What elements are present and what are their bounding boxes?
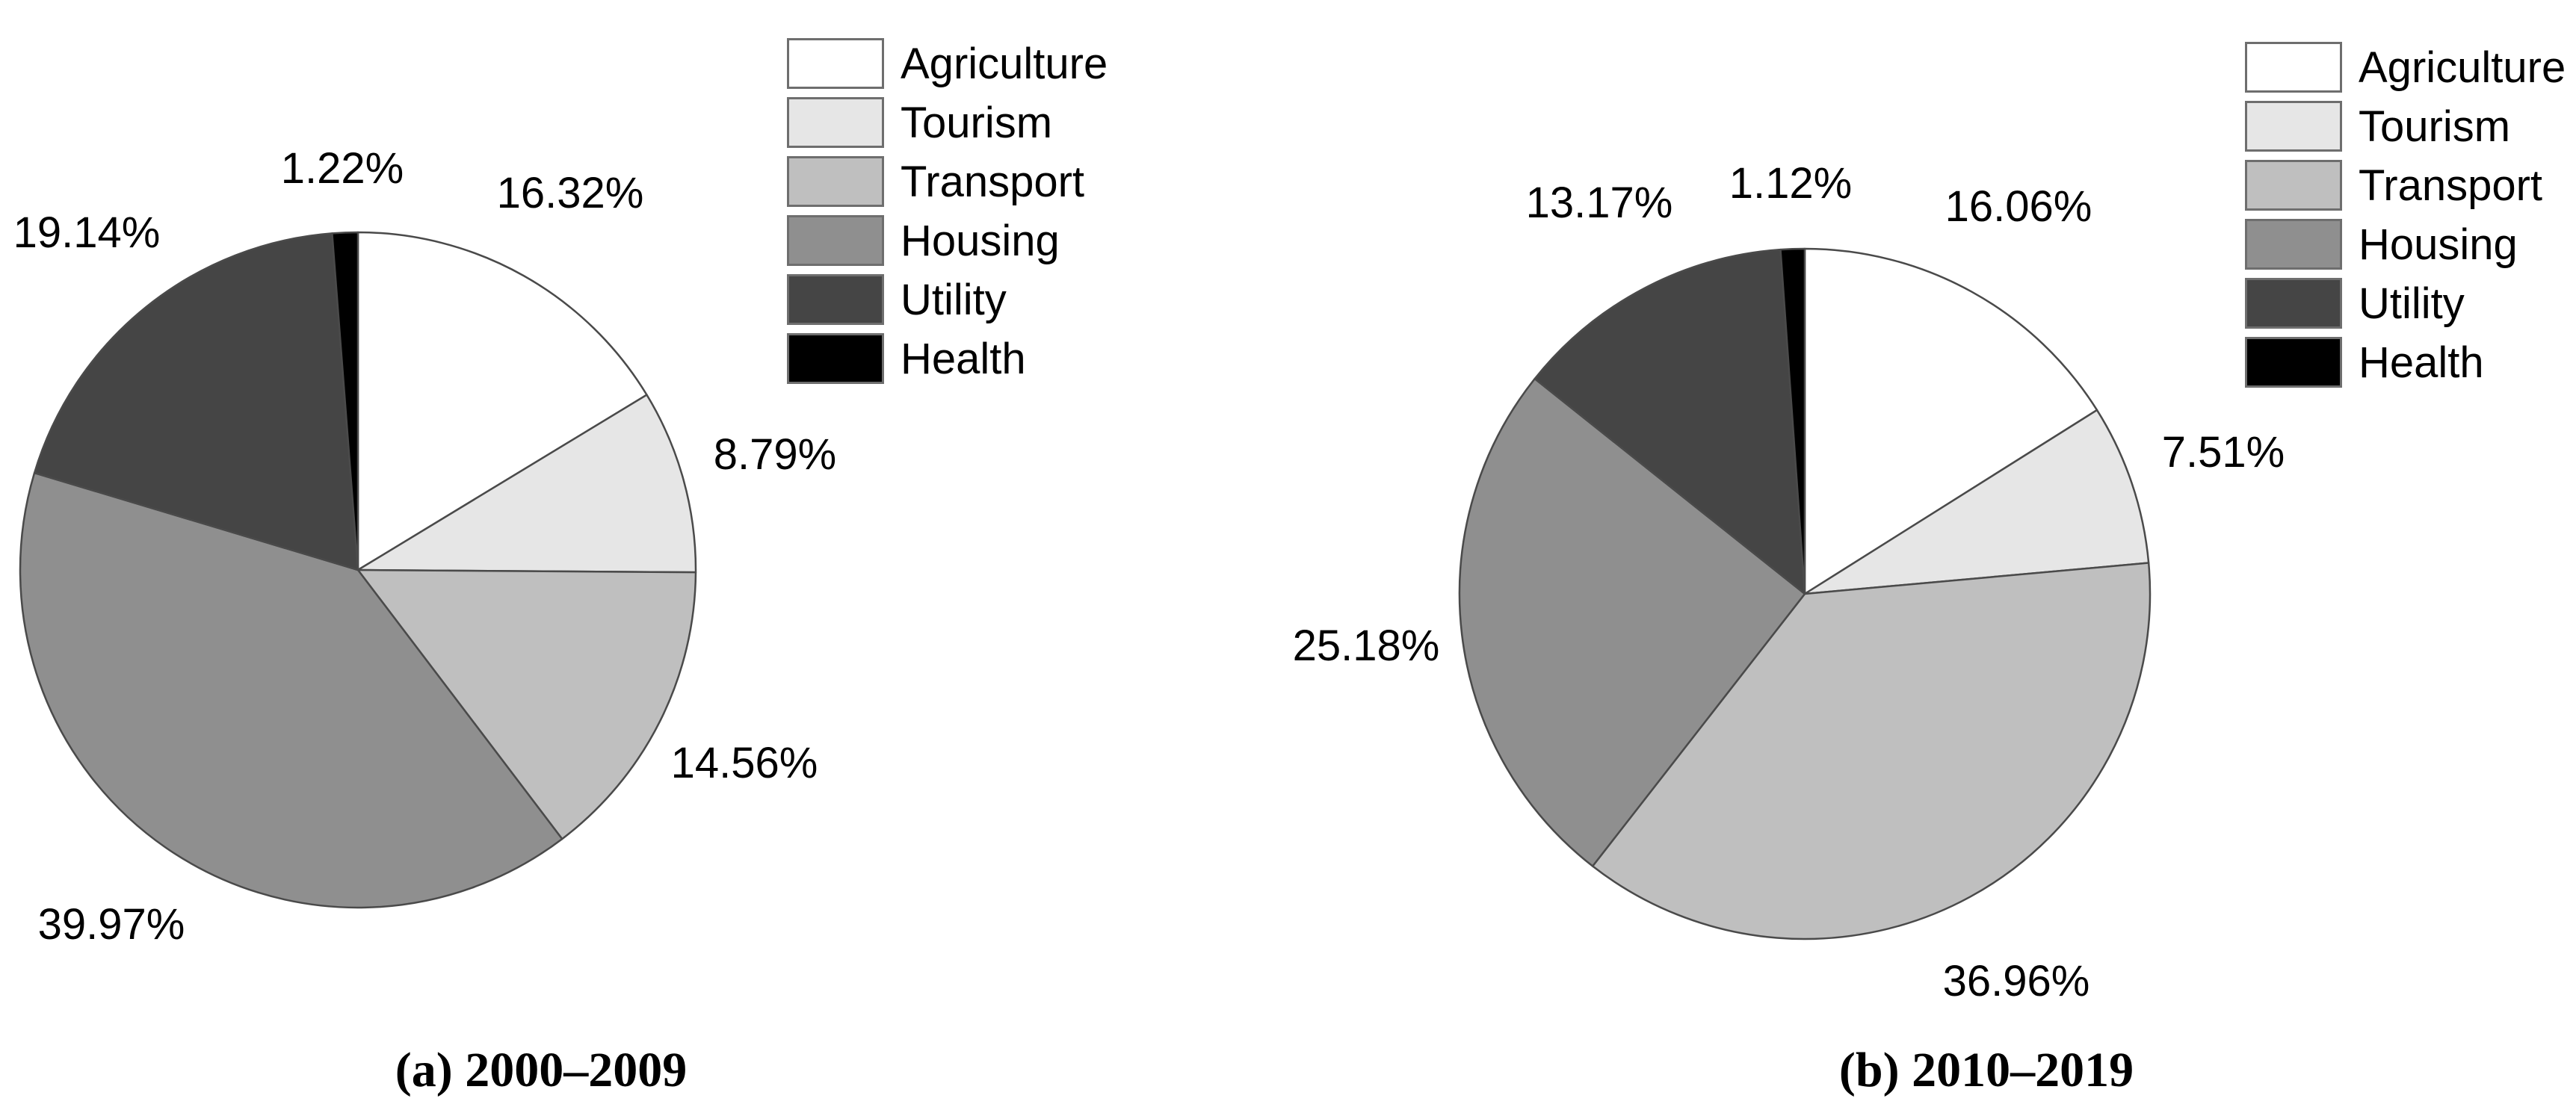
legend-swatch-utility [787, 274, 884, 325]
legend-row-transport: Transport [2245, 160, 2566, 211]
legend-row-utility: Utility [787, 274, 1108, 325]
legend-row-health: Health [2245, 337, 2566, 388]
legend-swatch-housing [787, 215, 884, 266]
pie-slice-housing [1458, 377, 1806, 867]
pie-a [19, 231, 697, 909]
legend-row-agriculture: Agriculture [2245, 42, 2566, 93]
legend-label-transport: Transport [901, 157, 1085, 206]
pie-b [1458, 247, 2152, 940]
legend-label-tourism: Tourism [901, 98, 1053, 147]
legend-swatch-agriculture [2245, 42, 2342, 93]
slice-label-utility: 19.14% [13, 208, 161, 258]
legend-panel-a: Agriculture Tourism Transport Housing Utilit… [787, 38, 1108, 384]
slice-label-health: 1.22% [280, 144, 404, 193]
legend-label-agriculture: Agriculture [901, 39, 1108, 88]
pie-slice-health [331, 231, 359, 571]
slice-label-housing: 25.18% [1292, 622, 1440, 671]
slice-label-transport: 14.56% [670, 739, 818, 788]
legend-label-health: Health [901, 334, 1026, 383]
legend-row-tourism: Tourism [787, 97, 1108, 148]
pie-slice-transport [356, 568, 697, 840]
legend-label-housing: Housing [2359, 220, 2518, 269]
legend-label-transport: Transport [2359, 161, 2543, 210]
legend-swatch-utility [2245, 278, 2342, 329]
caption-panel-a: (a) 2000–2009 [395, 1043, 688, 1097]
legend-label-health: Health [2359, 338, 2484, 387]
pie-slice-tourism [356, 394, 697, 574]
slice-label-tourism: 7.51% [2161, 428, 2285, 477]
legend-panel-b: Agriculture Tourism Transport Housing Utilit… [2245, 42, 2566, 388]
legend-label-tourism: Tourism [2359, 102, 2511, 151]
legend-row-housing: Housing [787, 215, 1108, 266]
slice-label-tourism: 8.79% [713, 430, 837, 480]
legend-swatch-transport [2245, 160, 2342, 211]
legend-row-agriculture: Agriculture [787, 38, 1108, 89]
pie-slice-agriculture [356, 231, 648, 571]
legend-row-health: Health [787, 333, 1108, 384]
legend-label-utility: Utility [2359, 279, 2465, 328]
legend-swatch-housing [2245, 219, 2342, 270]
legend-label-housing: Housing [901, 216, 1060, 265]
pie-slice-agriculture [1803, 247, 2098, 595]
pie-slice-utility [1533, 248, 1806, 595]
pie-slice-housing [19, 471, 563, 909]
legend-swatch-tourism [787, 97, 884, 148]
pie-slice-tourism [1803, 409, 2150, 595]
slice-label-utility: 13.17% [1525, 179, 1673, 228]
legend-row-housing: Housing [2245, 219, 2566, 270]
slice-label-housing: 39.97% [37, 900, 185, 949]
legend-row-transport: Transport [787, 156, 1108, 207]
pie-slice-transport [1591, 562, 2152, 940]
legend-label-agriculture: Agriculture [2359, 43, 2566, 92]
legend-swatch-tourism [2245, 101, 2342, 152]
slice-label-health: 1.12% [1729, 159, 1853, 208]
legend-swatch-health [787, 333, 884, 384]
slice-label-agriculture: 16.32% [496, 169, 644, 218]
legend-row-tourism: Tourism [2245, 101, 2566, 152]
slice-label-transport: 36.96% [1942, 957, 2090, 1006]
pie-slice-utility [33, 232, 359, 571]
legend-label-utility: Utility [901, 275, 1007, 324]
legend-swatch-transport [787, 156, 884, 207]
legend-swatch-health [2245, 337, 2342, 388]
legend-row-utility: Utility [2245, 278, 2566, 329]
caption-panel-b: (b) 2010–2019 [1838, 1043, 2134, 1097]
pie-slice-health [1779, 247, 1806, 595]
legend-swatch-agriculture [787, 38, 884, 89]
slice-label-agriculture: 16.06% [1945, 182, 2092, 232]
